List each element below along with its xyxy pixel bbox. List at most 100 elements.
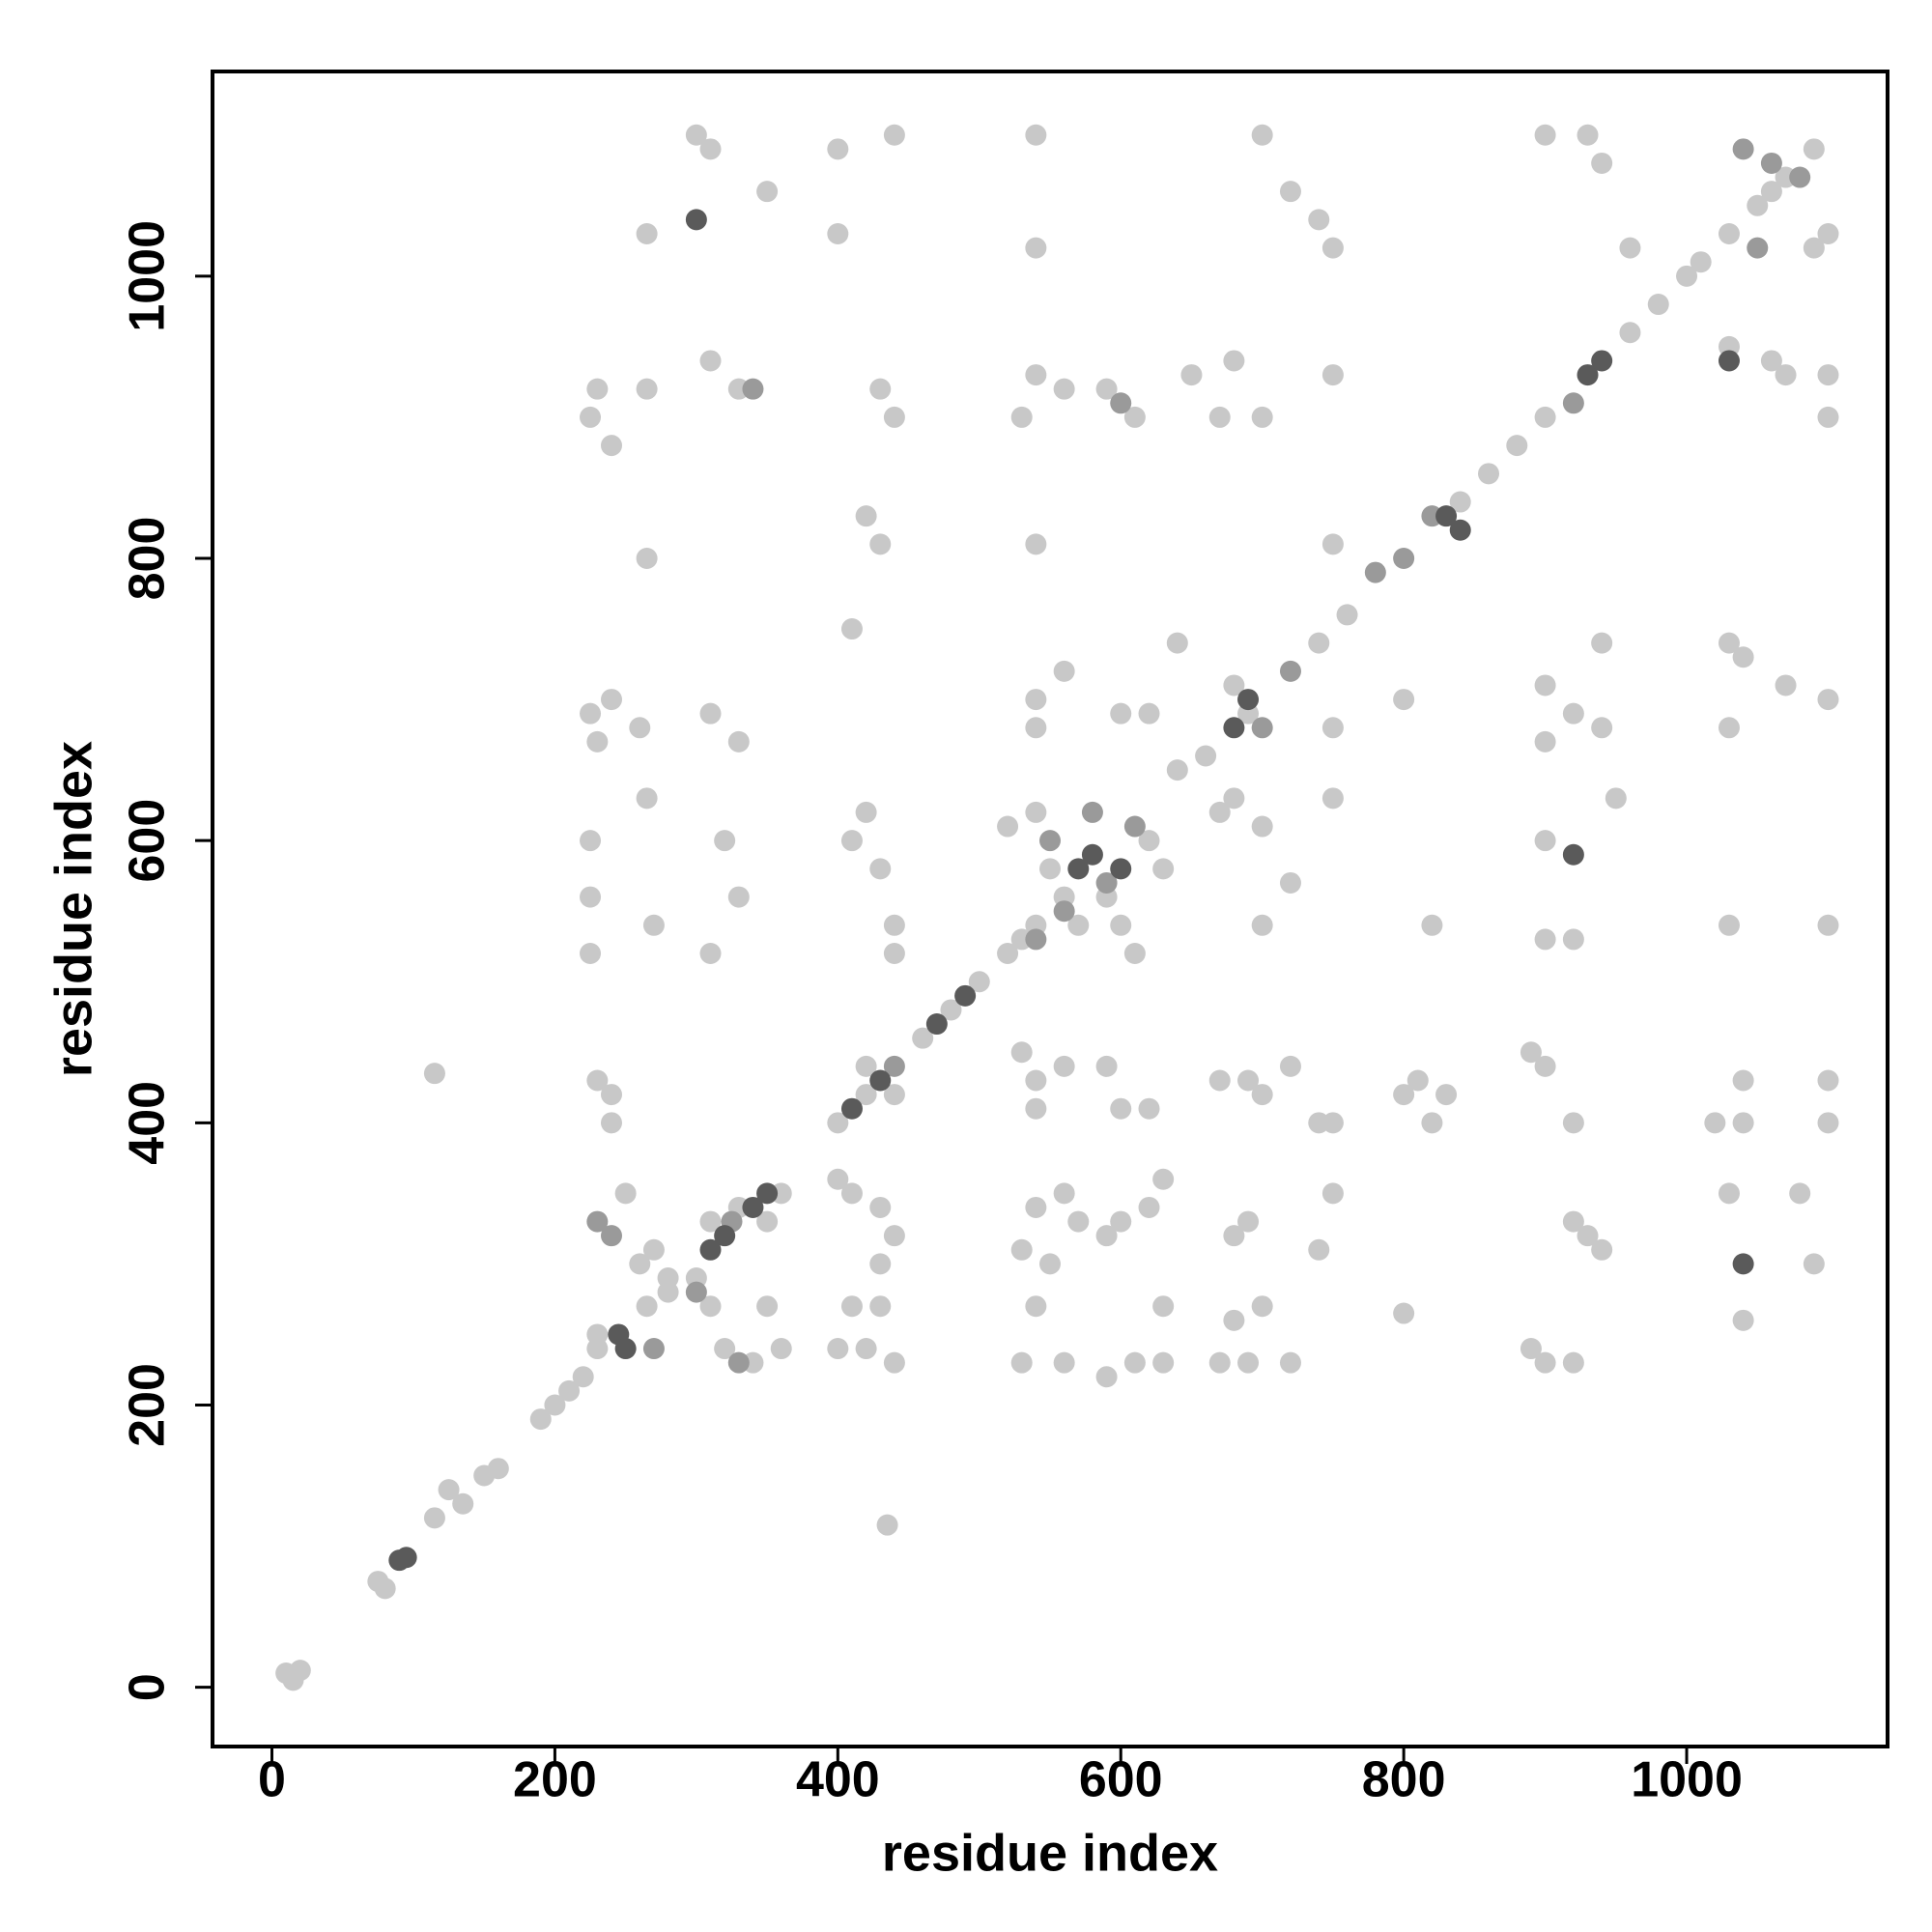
- point: [1364, 561, 1386, 583]
- point: [1718, 350, 1740, 372]
- point: [1562, 1351, 1584, 1374]
- point: [1110, 702, 1132, 724]
- point: [1789, 166, 1811, 188]
- point: [1166, 759, 1188, 781]
- point: [1123, 1351, 1146, 1374]
- point: [742, 378, 764, 400]
- point: [1251, 406, 1273, 428]
- point: [1095, 378, 1118, 400]
- point: [1308, 209, 1330, 231]
- point: [1321, 787, 1344, 810]
- point: [614, 1182, 637, 1205]
- point: [827, 1112, 849, 1134]
- point: [685, 1281, 707, 1303]
- point: [642, 1338, 665, 1360]
- point: [1152, 1351, 1175, 1374]
- point: [1308, 1112, 1330, 1134]
- point: [1775, 674, 1797, 696]
- point: [636, 787, 658, 810]
- point: [1732, 1253, 1754, 1275]
- point: [840, 1182, 863, 1205]
- point: [423, 1507, 445, 1529]
- point: [699, 1210, 722, 1233]
- point: [1025, 1295, 1047, 1318]
- point: [1534, 830, 1556, 852]
- point: [869, 1253, 892, 1275]
- y-tick-label: 1000: [120, 220, 176, 332]
- point: [580, 406, 602, 428]
- point: [1123, 406, 1146, 428]
- point: [756, 1210, 779, 1233]
- point: [1095, 1366, 1118, 1388]
- point: [1039, 858, 1061, 880]
- point: [1223, 717, 1245, 739]
- point: [1577, 1225, 1599, 1247]
- point: [1421, 1112, 1443, 1134]
- point: [1591, 1238, 1613, 1261]
- point: [1223, 1225, 1245, 1247]
- point: [1010, 1041, 1033, 1064]
- point: [1138, 1196, 1160, 1218]
- point: [580, 886, 602, 908]
- point: [1562, 1112, 1584, 1134]
- point: [1591, 350, 1613, 372]
- point: [912, 1027, 934, 1049]
- point: [1393, 689, 1415, 711]
- point: [1251, 1084, 1273, 1106]
- point: [1732, 646, 1754, 668]
- point: [1591, 717, 1613, 739]
- point: [1123, 943, 1146, 965]
- point: [840, 618, 863, 640]
- point: [1747, 194, 1769, 216]
- point: [883, 943, 905, 965]
- point: [642, 1238, 665, 1261]
- point: [869, 533, 892, 555]
- point: [1421, 914, 1443, 936]
- point: [1817, 364, 1839, 386]
- x-tick-label: 600: [1079, 1752, 1163, 1808]
- point: [1817, 406, 1839, 428]
- point: [642, 914, 665, 936]
- point: [1732, 138, 1754, 160]
- point: [1095, 1225, 1118, 1247]
- point: [1237, 1210, 1260, 1233]
- point: [1081, 801, 1103, 823]
- point: [869, 1295, 892, 1318]
- point: [869, 858, 892, 880]
- point: [1095, 871, 1118, 894]
- point: [869, 1069, 892, 1092]
- point: [770, 1338, 792, 1360]
- point: [1718, 717, 1740, 739]
- point: [699, 1295, 722, 1318]
- point: [586, 1210, 609, 1233]
- point: [1676, 265, 1698, 287]
- point: [876, 1514, 898, 1536]
- point: [657, 1267, 679, 1290]
- point: [1336, 604, 1358, 626]
- point: [1025, 1097, 1047, 1120]
- point: [1053, 1351, 1075, 1374]
- point: [1393, 1302, 1415, 1324]
- point: [1817, 222, 1839, 244]
- point: [1321, 717, 1344, 739]
- y-tick-label: 200: [120, 1363, 176, 1447]
- point: [1195, 745, 1217, 767]
- point: [1817, 1112, 1839, 1134]
- point: [1152, 1168, 1175, 1190]
- point: [1025, 689, 1047, 711]
- point: [1321, 1182, 1344, 1205]
- point: [1760, 152, 1782, 174]
- point: [1251, 1295, 1273, 1318]
- point: [1123, 815, 1146, 838]
- point: [1760, 181, 1782, 203]
- y-tick-label: 0: [120, 1673, 176, 1701]
- point: [883, 914, 905, 936]
- point: [1152, 1295, 1175, 1318]
- point: [855, 801, 877, 823]
- point: [1279, 660, 1301, 682]
- point: [580, 943, 602, 965]
- point: [1732, 1112, 1754, 1134]
- point: [840, 1295, 863, 1318]
- point: [586, 730, 609, 753]
- point: [855, 1084, 877, 1106]
